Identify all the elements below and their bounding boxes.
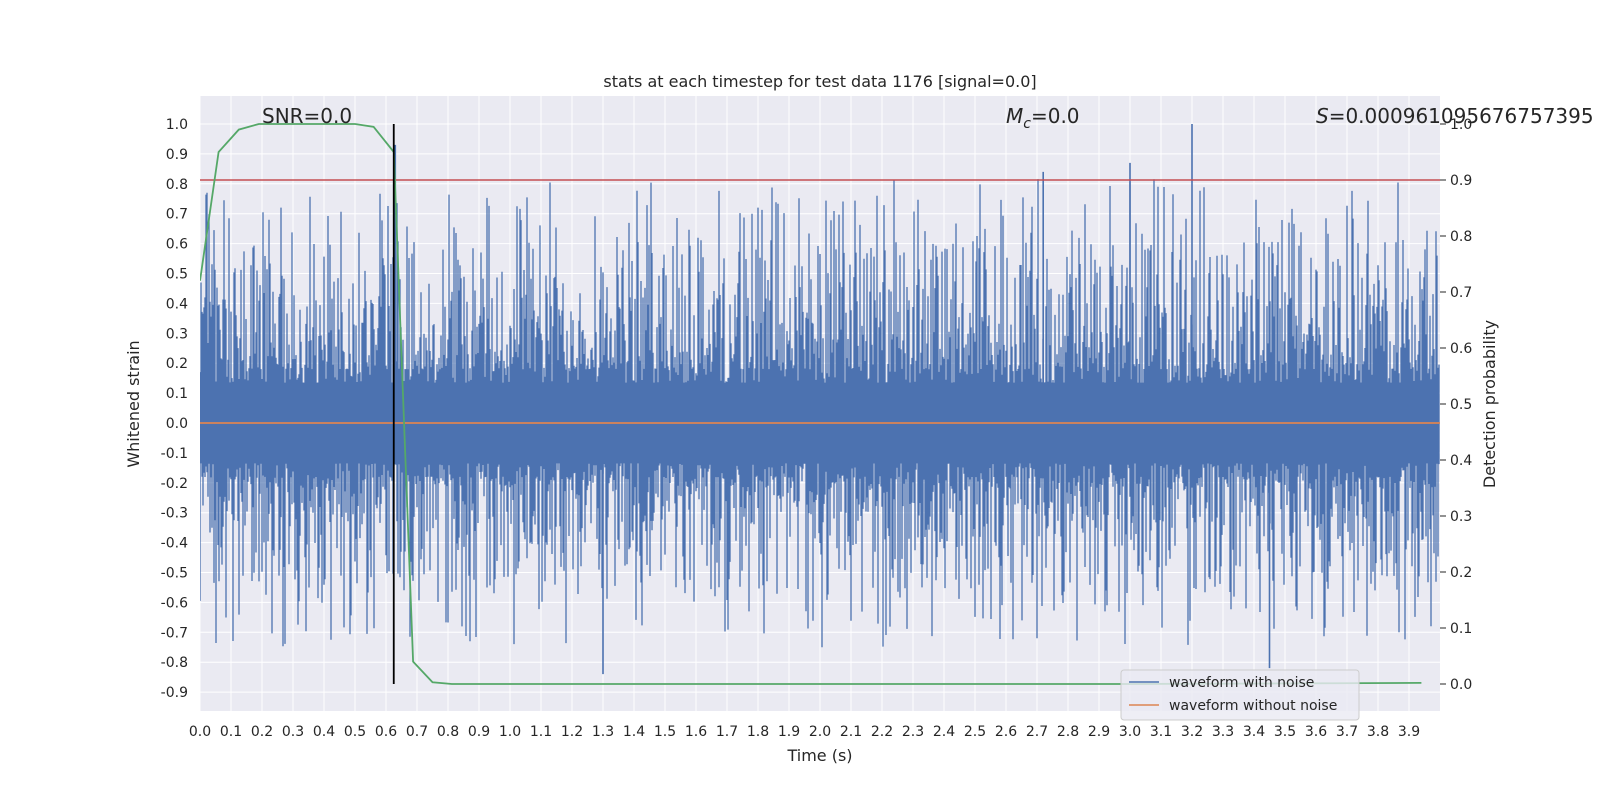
x-tick-labels: 0.0 0.1 0.2 0.3 0.4 0.5 0.6 0.7 0.8 0.9 1.0 1.1 1.2 1… — [189, 724, 1420, 740]
y-tick-label: 0.4 — [166, 296, 188, 312]
x-tick-label: 3.4 — [1243, 724, 1265, 740]
x-tick-label: 3.8 — [1367, 724, 1389, 740]
y-tick-label: 0.6 — [166, 237, 188, 253]
x-tick-label: 0.7 — [406, 724, 428, 740]
y-tick-label: -0.2 — [161, 476, 188, 492]
y2-tick-label: 0.1 — [1450, 621, 1472, 637]
x-tick-label: 1.5 — [654, 724, 676, 740]
x-tick-label: 3.0 — [1119, 724, 1141, 740]
x-tick-label: 2.2 — [871, 724, 893, 740]
x-tick-label: 1.7 — [716, 724, 738, 740]
y-tick-label: 0.7 — [166, 207, 188, 223]
y2-tick-label: 0.2 — [1450, 565, 1472, 581]
y2-tick-label: 0.9 — [1450, 173, 1472, 189]
mc-annotation: Mc=0.0 — [1006, 104, 1080, 132]
y2-tick-label: 0.0 — [1450, 677, 1472, 693]
x-tick-label: 1.6 — [685, 724, 707, 740]
y2-tick-label: 1.0 — [1450, 117, 1472, 133]
y2-tick-label: 0.3 — [1450, 509, 1472, 525]
x-tick-label: 0.3 — [282, 724, 304, 740]
y2-axis-label: Detection probability — [1480, 320, 1499, 488]
s-annotation: S=0.000961095676757395 — [1316, 104, 1594, 128]
x-tick-label: 2.6 — [995, 724, 1017, 740]
x-tick-label: 2.0 — [809, 724, 831, 740]
x-tick-label: 0.5 — [344, 724, 366, 740]
x-axis-label: Time (s) — [786, 746, 852, 765]
x-tick-label: 0.8 — [437, 724, 459, 740]
x-tick-label: 1.1 — [530, 724, 552, 740]
x-tick-label: 1.9 — [778, 724, 800, 740]
x-tick-label: 2.7 — [1026, 724, 1048, 740]
x-tick-label: 0.2 — [251, 724, 273, 740]
x-tick-label: 0.9 — [468, 724, 490, 740]
x-tick-label: 1.0 — [499, 724, 521, 740]
y-tick-label: 0.8 — [166, 177, 188, 193]
x-tick-label: 0.6 — [375, 724, 397, 740]
series-lines — [200, 123, 1440, 685]
x-tick-label: 2.1 — [840, 724, 862, 740]
y2-tick-label: 0.4 — [1450, 453, 1472, 469]
y-tick-label: 1.0 — [166, 117, 188, 133]
y2-tick-label: 0.8 — [1450, 229, 1472, 245]
y-tick-label: 0.3 — [166, 326, 188, 342]
y-axis-label: Whitened strain — [124, 340, 143, 467]
x-tick-label: 3.7 — [1336, 724, 1358, 740]
x-tick-label: 3.9 — [1398, 724, 1420, 740]
legend-label-noise: waveform with noise — [1169, 675, 1314, 691]
x-tick-label: 3.1 — [1150, 724, 1172, 740]
y-tick-label: -0.3 — [161, 506, 188, 522]
x-tick-label: 0.4 — [313, 724, 335, 740]
y2-tick-label: 0.7 — [1450, 285, 1472, 301]
y-tick-label: -0.6 — [161, 595, 188, 611]
y2-tick-label: 0.6 — [1450, 341, 1472, 357]
x-tick-label: 1.3 — [592, 724, 614, 740]
y-tick-label: -0.7 — [161, 625, 188, 641]
noise-waveform — [200, 124, 1440, 675]
legend-label-clean: waveform without noise — [1169, 698, 1337, 714]
x-tick-label: 3.3 — [1212, 724, 1234, 740]
x-tick-label: 1.4 — [623, 724, 645, 740]
x-tick-label: 3.2 — [1181, 724, 1203, 740]
x-tick-label: 1.2 — [561, 724, 583, 740]
x-tick-label: 2.8 — [1057, 724, 1079, 740]
x-tick-label: 2.4 — [933, 724, 955, 740]
y-tick-labels: 1.0 0.9 0.8 0.7 0.6 0.5 0.4 0.3 0.2 0.1 0.0 -0.1 -0.… — [161, 117, 188, 701]
snr-annotation: SNR=0.0 — [262, 104, 352, 128]
x-tick-label: 3.6 — [1305, 724, 1327, 740]
y2-tick-label: 0.5 — [1450, 397, 1472, 413]
y-tick-label: -0.4 — [161, 536, 188, 552]
legend: waveform with noise waveform without noi… — [1120, 669, 1360, 721]
y-tick-label: 0.0 — [166, 416, 188, 432]
y-tick-label: 0.1 — [166, 386, 188, 402]
y2-tick-labels: 1.0 0.9 0.8 0.7 0.6 0.5 0.4 0.3 0.2 0.1 0.0 — [1440, 117, 1472, 693]
chart-title: stats at each timestep for test data 117… — [603, 72, 1036, 91]
y-tick-label: -0.1 — [161, 446, 188, 462]
x-tick-label: 2.3 — [902, 724, 924, 740]
y-tick-label: 0.9 — [166, 147, 188, 163]
y-tick-label: -0.9 — [161, 685, 188, 701]
x-tick-label: 2.5 — [964, 724, 986, 740]
x-tick-label: 2.9 — [1088, 724, 1110, 740]
series-waveform-with-noise — [200, 179, 1440, 648]
y-tick-label: -0.5 — [161, 566, 188, 582]
x-tick-label: 1.8 — [747, 724, 769, 740]
x-tick-label: 3.5 — [1274, 724, 1296, 740]
y-tick-label: 0.5 — [166, 267, 188, 283]
x-tick-label: 0.1 — [220, 724, 242, 740]
x-tick-label: 0.0 — [189, 724, 211, 740]
y-tick-label: -0.8 — [161, 655, 188, 671]
y-tick-label: 0.2 — [166, 356, 188, 372]
series-detection-probability — [200, 123, 1422, 685]
